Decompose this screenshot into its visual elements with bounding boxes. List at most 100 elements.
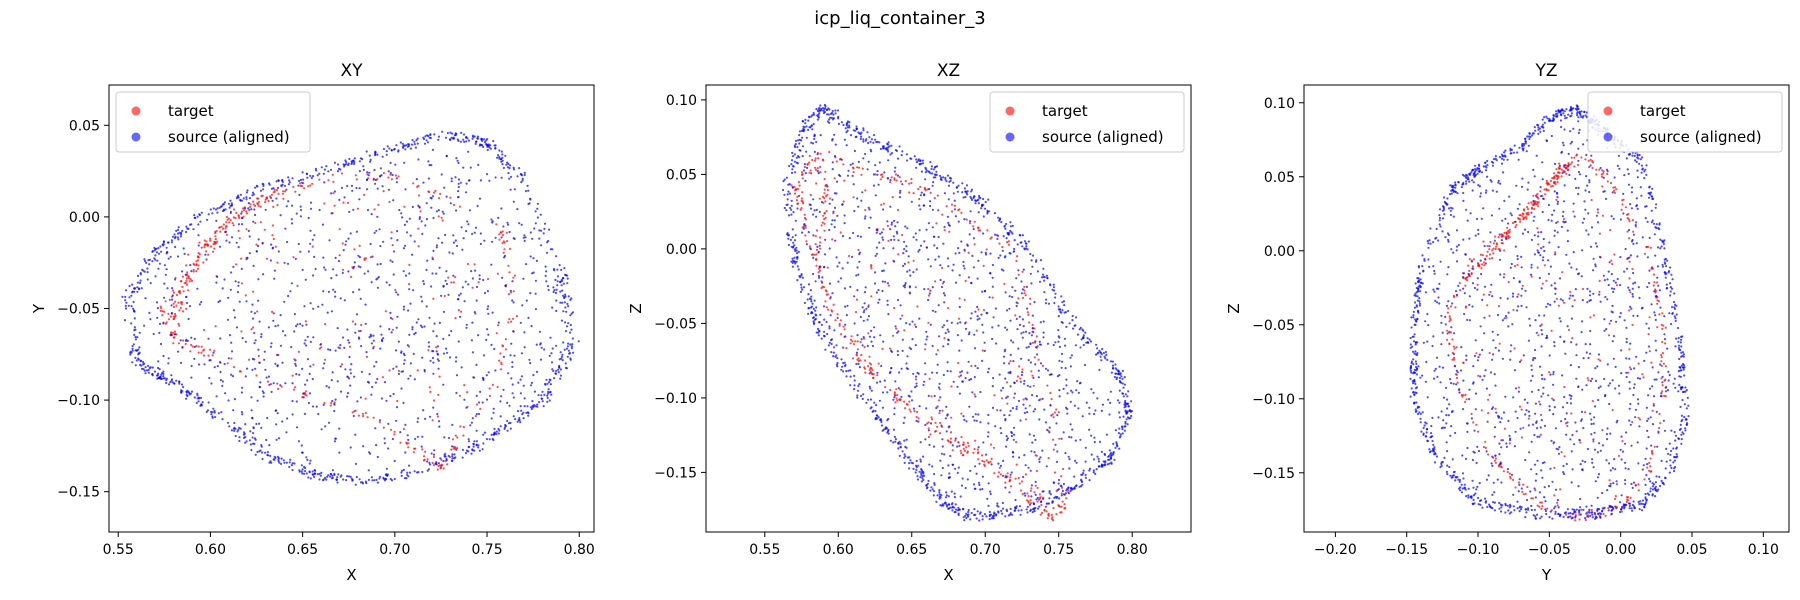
data-point: [855, 362, 858, 366]
data-point: [1031, 394, 1034, 397]
data-point: [893, 177, 896, 180]
data-point: [309, 242, 312, 245]
data-point: [950, 416, 953, 419]
data-point: [232, 409, 235, 412]
data-point: [441, 219, 444, 222]
data-point: [428, 461, 431, 464]
data-point: [157, 372, 160, 375]
data-point: [571, 337, 575, 340]
data-point: [904, 225, 907, 228]
data-point: [1046, 342, 1050, 345]
data-point: [863, 291, 867, 294]
data-point: [930, 167, 933, 171]
data-point: [320, 346, 323, 349]
data-point: [262, 184, 265, 187]
data-point: [1122, 415, 1125, 418]
data-point: [1017, 399, 1021, 403]
x-tick-label: 0.75: [471, 542, 502, 558]
data-point: [917, 464, 920, 467]
data-point: [483, 291, 487, 295]
data-point: [439, 457, 442, 460]
data-point: [992, 446, 996, 449]
data-point: [805, 125, 808, 128]
data-point: [482, 278, 485, 282]
data-point: [448, 138, 451, 141]
data-point: [1029, 469, 1032, 472]
data-point: [827, 308, 830, 311]
data-point: [370, 213, 373, 216]
data-point: [562, 341, 565, 344]
data-point: [1024, 397, 1027, 400]
data-point: [238, 436, 241, 439]
data-point: [567, 349, 571, 352]
data-point: [279, 384, 282, 387]
data-point: [818, 112, 821, 115]
data-point: [957, 220, 960, 223]
data-point: [240, 330, 243, 333]
data-point: [163, 310, 166, 313]
data-point: [938, 489, 941, 492]
data-point: [348, 345, 351, 348]
data-point: [972, 225, 975, 228]
data-point: [903, 416, 906, 419]
data-point: [1047, 502, 1051, 505]
data-point: [272, 458, 275, 461]
data-point: [279, 314, 282, 317]
data-point: [512, 301, 515, 304]
data-point: [236, 430, 239, 433]
data-point: [368, 451, 371, 454]
data-point: [438, 197, 441, 200]
data-point: [284, 334, 287, 337]
data-point: [1002, 235, 1005, 238]
data-point: [890, 152, 894, 155]
data-point: [301, 171, 304, 174]
data-point: [467, 440, 471, 443]
data-point: [1042, 497, 1045, 500]
data-point: [1127, 390, 1130, 393]
data-point: [817, 331, 820, 334]
data-point: [981, 488, 984, 491]
data-point: [136, 274, 140, 277]
data-point: [906, 227, 909, 230]
data-point: [804, 226, 807, 229]
data-point: [504, 154, 507, 157]
data-point: [517, 381, 520, 384]
data-point: [504, 338, 507, 341]
data-point: [423, 455, 426, 458]
data-point: [221, 203, 224, 206]
data-point: [225, 215, 228, 219]
data-point: [797, 139, 800, 142]
data-point: [856, 266, 859, 269]
data-point: [170, 379, 173, 382]
data-point: [533, 404, 536, 407]
data-point: [190, 376, 193, 379]
data-point: [293, 388, 296, 391]
data-point: [975, 472, 978, 475]
data-point: [509, 354, 512, 357]
data-point: [949, 437, 953, 440]
data-point: [516, 175, 519, 178]
data-point: [564, 366, 568, 369]
data-point: [264, 198, 267, 201]
data-point: [362, 165, 365, 168]
data-point: [893, 435, 897, 438]
data-point: [415, 139, 418, 142]
data-point: [265, 376, 268, 379]
data-point: [908, 400, 911, 403]
data-point: [1015, 505, 1018, 508]
data-point: [924, 189, 927, 192]
data-point: [505, 163, 508, 166]
data-point: [803, 301, 807, 305]
data-point: [881, 238, 885, 241]
data-point: [818, 110, 821, 113]
data-point: [786, 193, 789, 196]
data-point: [174, 245, 177, 249]
data-point: [792, 165, 795, 168]
data-point: [880, 203, 883, 206]
data-point: [1022, 475, 1025, 479]
data-point: [986, 435, 990, 438]
data-point: [880, 419, 883, 422]
data-point: [842, 200, 845, 203]
data-point: [1011, 286, 1014, 289]
data-point: [874, 194, 877, 197]
